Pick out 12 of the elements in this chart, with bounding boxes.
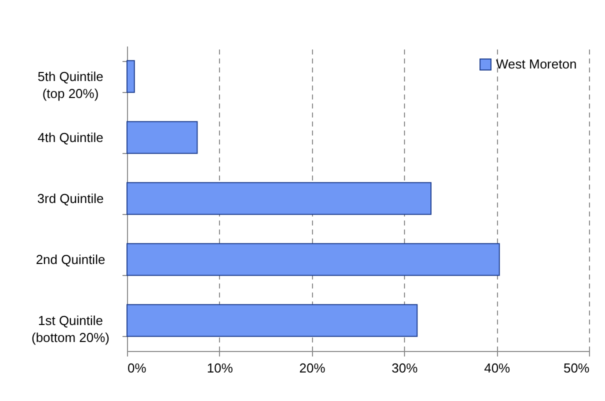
x-tick-label: 0% <box>128 360 147 376</box>
x-tick-label: 40% <box>484 360 511 376</box>
x-tick-label: 10% <box>206 360 234 376</box>
x-tick-label: 50% <box>563 360 590 376</box>
y-tick-label: 3rd Quintile <box>37 191 104 206</box>
y-tick-label: 1st Quintile (bottom 20%) <box>31 313 110 345</box>
x-tick-label: 20% <box>299 360 326 376</box>
y-tick-label: 4th Quintile <box>38 130 104 145</box>
legend-label: West Moreton <box>496 56 577 72</box>
x-tick-label: 30% <box>392 360 418 376</box>
y-tick-label: 5th Quintile (top 20%) <box>38 69 104 101</box>
y-tick-label: 2nd Quintile <box>36 252 106 267</box>
